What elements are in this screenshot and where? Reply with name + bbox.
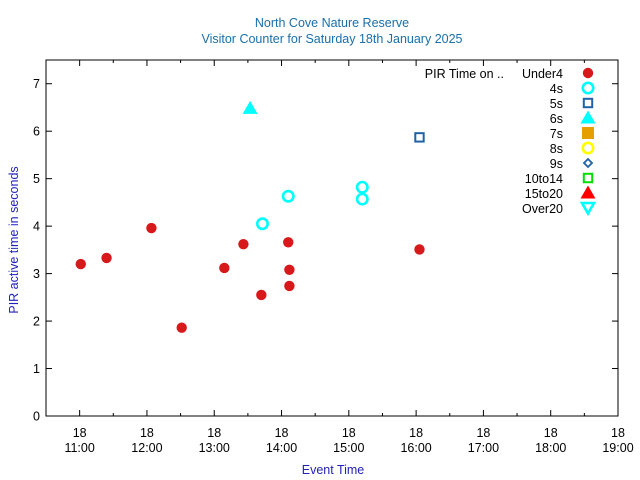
y-tick-label: 3 bbox=[33, 267, 40, 281]
x-axis-label: Event Time bbox=[302, 463, 365, 477]
data-point-4s bbox=[355, 192, 369, 206]
y-tick-label: 5 bbox=[33, 172, 40, 186]
data-point-under4 bbox=[176, 322, 187, 333]
x-tick-label-day: 18 bbox=[544, 426, 558, 440]
legend-label-10to14: 10to14 bbox=[525, 172, 563, 186]
legend-label-over20: Over20 bbox=[522, 202, 563, 216]
data-point-5s bbox=[414, 132, 425, 143]
data-points bbox=[75, 100, 425, 333]
legend-title: PIR Time on .. bbox=[425, 67, 504, 81]
data-point-under4 bbox=[414, 244, 425, 255]
x-tick-label-day: 18 bbox=[342, 426, 356, 440]
legend-label-4s: 4s bbox=[550, 82, 563, 96]
x-tick-label-day: 18 bbox=[611, 426, 625, 440]
x-tick-label-day: 18 bbox=[207, 426, 221, 440]
legend-marker-10to14 bbox=[582, 172, 594, 184]
legend-label-6s: 6s bbox=[550, 112, 563, 126]
data-point-under4 bbox=[284, 264, 295, 276]
y-axis: 0 1 2 3 4 5 6 7 bbox=[33, 77, 618, 424]
legend-label-5s: 5s bbox=[550, 97, 563, 111]
y-tick-label: 4 bbox=[33, 220, 40, 234]
data-point-under4 bbox=[284, 280, 295, 292]
x-tick-label-time: 11:00 bbox=[64, 441, 94, 455]
legend-marker-9s bbox=[582, 157, 594, 169]
x-tick-label-time: 12:00 bbox=[131, 441, 162, 455]
data-point-6s bbox=[242, 100, 258, 114]
y-tick-label: 0 bbox=[33, 410, 40, 424]
legend: PIR Time on .. Under44s5s6s7s8s9s10to141… bbox=[425, 67, 597, 217]
data-point-under4 bbox=[256, 289, 267, 301]
x-tick-label-time: 14:00 bbox=[266, 441, 297, 455]
legend-label-under4: Under4 bbox=[522, 67, 563, 81]
y-tick-label: 2 bbox=[33, 315, 40, 329]
y-tick-label: 1 bbox=[33, 362, 40, 376]
legend-label-9s: 9s bbox=[550, 157, 563, 171]
x-tick-label-time: 15:00 bbox=[333, 441, 364, 455]
x-tick-label-time: 19:00 bbox=[602, 441, 633, 455]
data-point-under4 bbox=[219, 262, 230, 274]
x-axis: 1811:001812:001813:001814:001815:001816:… bbox=[64, 60, 634, 455]
data-point-under4 bbox=[75, 258, 86, 270]
data-point-under4 bbox=[283, 237, 294, 248]
x-tick-label-day: 18 bbox=[140, 426, 154, 440]
legend-marker-6s bbox=[580, 110, 596, 124]
x-tick-label-day: 18 bbox=[409, 426, 423, 440]
legend-marker-8s bbox=[581, 141, 595, 155]
data-point-under4 bbox=[101, 252, 112, 264]
plot-area-border bbox=[45, 59, 619, 417]
legend-marker-15to20 bbox=[580, 185, 596, 199]
chart-subtitle: Visitor Counter for Saturday 18th Januar… bbox=[201, 32, 462, 46]
legend-marker-4s bbox=[581, 81, 595, 95]
legend-label-7s: 7s bbox=[550, 127, 563, 141]
legend-marker-7s bbox=[582, 127, 594, 139]
x-tick-label-day: 18 bbox=[73, 426, 87, 440]
y-tick-label: 6 bbox=[33, 125, 40, 139]
chart-title: North Cove Nature Reserve bbox=[255, 16, 409, 30]
data-point-4s bbox=[355, 180, 369, 194]
x-tick-label-time: 18:00 bbox=[535, 441, 566, 455]
x-tick-label-time: 16:00 bbox=[400, 441, 431, 455]
legend-marker-under4 bbox=[582, 67, 594, 79]
data-point-under4 bbox=[146, 222, 157, 234]
y-tick-label: 7 bbox=[33, 77, 40, 91]
legend-marker-over20 bbox=[579, 201, 597, 217]
data-point-4s bbox=[255, 217, 269, 231]
x-tick-label-day: 18 bbox=[476, 426, 490, 440]
x-tick-label-day: 18 bbox=[275, 426, 289, 440]
data-point-under4 bbox=[238, 238, 249, 250]
x-tick-label-time: 13:00 bbox=[199, 441, 230, 455]
legend-label-15to20: 15to20 bbox=[525, 187, 563, 201]
data-point-4s bbox=[281, 189, 295, 203]
x-tick-label-time: 17:00 bbox=[468, 441, 499, 455]
legend-label-8s: 8s bbox=[550, 142, 563, 156]
legend-marker-5s bbox=[582, 97, 594, 109]
y-axis-label: PIR active time in seconds bbox=[7, 166, 21, 313]
